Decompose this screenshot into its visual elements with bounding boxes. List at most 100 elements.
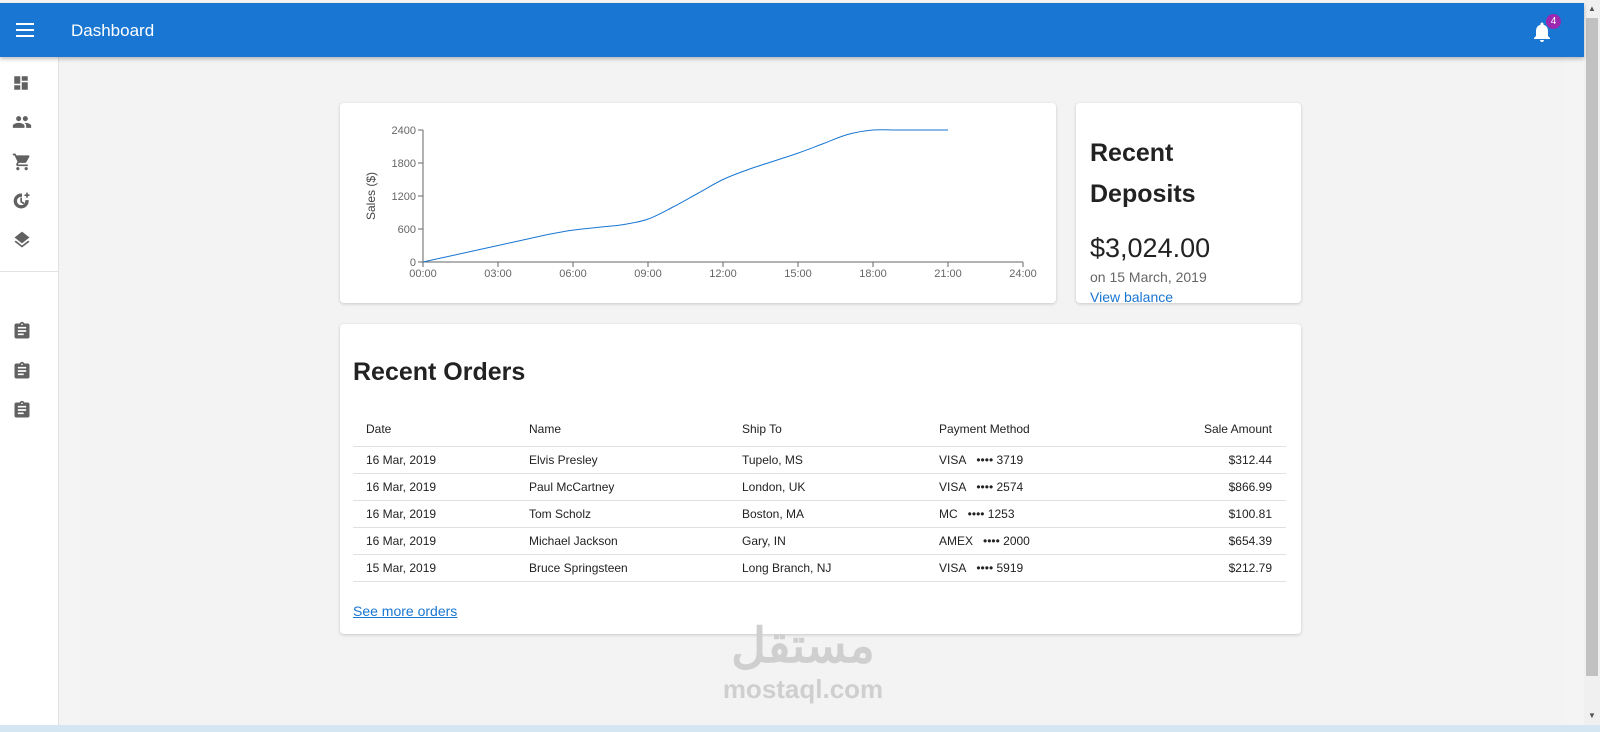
sidebar-item-report-3[interactable] (0, 392, 58, 428)
order-name: Bruce Springsteen (516, 554, 729, 582)
order-amount: $866.99 (1139, 473, 1286, 501)
order-amount: $312.44 (1139, 446, 1286, 474)
order-date: 16 Mar, 2019 (353, 473, 516, 501)
notifications-button[interactable]: 4 (1532, 14, 1561, 46)
y-tick-label: 2400 (392, 125, 416, 137)
order-amount: $654.39 (1139, 527, 1286, 555)
order-ship-to: Long Branch, NJ (729, 554, 926, 582)
column-header-date: Date (353, 412, 516, 447)
column-header-payment-method: Payment Method (926, 412, 1139, 447)
sales-chart: 00:00 03:00 06:00 09:00 12:00 15:00 18:00 21:00… (364, 125, 1037, 280)
x-tick-label: 06:00 (559, 268, 587, 280)
x-tick-label: 09:00 (634, 268, 662, 280)
card-last-digits: •••• 3719 (976, 453, 1024, 467)
view-balance-link[interactable]: View balance (1090, 289, 1174, 303)
order-payment: VISA •••• 5919 (926, 554, 1139, 582)
order-date: 16 Mar, 2019 (353, 527, 516, 555)
x-tick-label: 00:00 (409, 268, 437, 280)
clipboard-icon (14, 400, 30, 418)
deposit-amount: $3,024.00 (1090, 233, 1211, 263)
order-name: Michael Jackson (516, 527, 729, 555)
order-ship-to: Boston, MA (729, 500, 926, 528)
sidebar (0, 57, 59, 725)
orders-card: Recent Orders Date Name Ship To Payment … (340, 324, 1301, 634)
order-amount: $100.81 (1139, 500, 1286, 528)
sidebar-item-integrations[interactable] (0, 222, 58, 258)
orders-table: Date Name Ship To Payment Method Sale Am… (353, 412, 1286, 582)
app-title: Dashboard (71, 21, 155, 40)
x-tick-label: 18:00 (859, 268, 887, 280)
y-tick-label: 1800 (392, 158, 416, 170)
x-tick-label: 03:00 (484, 268, 512, 280)
x-tick-label: 21:00 (934, 268, 962, 280)
sidebar-item-customers[interactable] (0, 104, 58, 140)
order-payment: AMEX •••• 2000 (926, 527, 1139, 555)
card-last-digits: •••• 2000 (983, 534, 1030, 548)
table-header-row: Date Name Ship To Payment Method Sale Am… (353, 412, 1286, 447)
card-last-digits: •••• 1253 (967, 507, 1015, 521)
order-ship-to: Gary, IN (729, 527, 926, 555)
sales-chart-card: 00:00 03:00 06:00 09:00 12:00 15:00 18:00 21:00… (340, 103, 1056, 303)
orders-title: Recent Orders (353, 358, 526, 386)
clipboard-icon (14, 321, 30, 339)
payment-type: VISA (939, 561, 967, 575)
bell-icon (1534, 22, 1550, 42)
order-payment: VISA •••• 2574 (926, 473, 1139, 501)
order-ship-to: Tupelo, MS (729, 446, 926, 474)
sidebar-divider (0, 271, 58, 272)
order-amount: $212.79 (1139, 554, 1286, 582)
x-tick-label: 12:00 (709, 268, 737, 280)
people-icon (12, 116, 32, 128)
window-bottom-edge (0, 725, 1600, 732)
card-last-digits: •••• 2574 (976, 480, 1024, 494)
payment-type: MC (939, 507, 958, 521)
clipboard-icon (14, 361, 30, 379)
order-name: Tom Scholz (516, 500, 729, 528)
order-ship-to: London, UK (729, 473, 926, 501)
shopping-cart-icon (12, 153, 30, 171)
sidebar-item-report-1[interactable] (0, 313, 58, 349)
order-date: 15 Mar, 2019 (353, 554, 516, 582)
sidebar-item-report-2[interactable] (0, 353, 58, 389)
history-add-icon (13, 192, 30, 209)
deposit-date: on 15 March, 2019 (1090, 269, 1207, 285)
card-last-digits: •••• 5919 (976, 561, 1024, 575)
scroll-down-arrow-icon[interactable]: ▼ (1588, 711, 1596, 720)
order-name: Elvis Presley (516, 446, 729, 474)
app-bar: Dashboard 4 (0, 3, 1584, 57)
payment-type: VISA (939, 453, 967, 467)
y-tick-label: 0 (410, 257, 416, 269)
table-row: 16 Mar, 2019 Elvis Presley Tupelo, MS VI… (353, 446, 1286, 474)
deposits-card: Recent Deposits $3,024.00 on 15 March, 2… (1076, 103, 1301, 303)
column-header-name: Name (516, 412, 729, 447)
order-date: 16 Mar, 2019 (353, 500, 516, 528)
scroll-up-arrow-icon[interactable]: ▲ (1588, 4, 1596, 13)
order-name: Paul McCartney (516, 473, 729, 501)
table-row: 16 Mar, 2019 Tom Scholz Boston, MA MC •••… (353, 500, 1286, 528)
order-payment: MC •••• 1253 (926, 500, 1139, 528)
table-row: 16 Mar, 2019 Paul McCartney London, UK V… (353, 473, 1286, 501)
deposits-title: Recent Deposits (1090, 139, 1196, 208)
notification-badge: 4 (1546, 14, 1561, 29)
menu-icon (16, 23, 34, 37)
column-header-sale-amount: Sale Amount (1139, 412, 1286, 447)
x-tick-label: 24:00 (1009, 268, 1037, 280)
table-row: 15 Mar, 2019 Bruce Springsteen Long Bran… (353, 554, 1286, 582)
sales-series-line (422, 129, 948, 263)
y-tick-label: 600 (398, 224, 416, 236)
y-axis-label: Sales ($) (364, 172, 378, 220)
sidebar-item-dashboard[interactable] (0, 65, 58, 101)
see-more-orders-link[interactable]: See more orders (353, 603, 458, 619)
table-row: 16 Mar, 2019 Michael Jackson Gary, IN AM… (353, 527, 1286, 555)
order-payment: VISA •••• 3719 (926, 446, 1139, 474)
sidebar-item-history[interactable] (0, 183, 58, 219)
menu-button[interactable] (10, 15, 40, 45)
sidebar-item-orders[interactable] (0, 144, 58, 180)
dashboard-icon (14, 76, 28, 90)
payment-type: VISA (939, 480, 967, 494)
y-tick-label: 1200 (392, 191, 416, 203)
order-date: 16 Mar, 2019 (353, 446, 516, 474)
scrollbar-thumb[interactable] (1586, 18, 1598, 676)
x-tick-label: 15:00 (784, 268, 812, 280)
layers-icon (14, 231, 30, 248)
